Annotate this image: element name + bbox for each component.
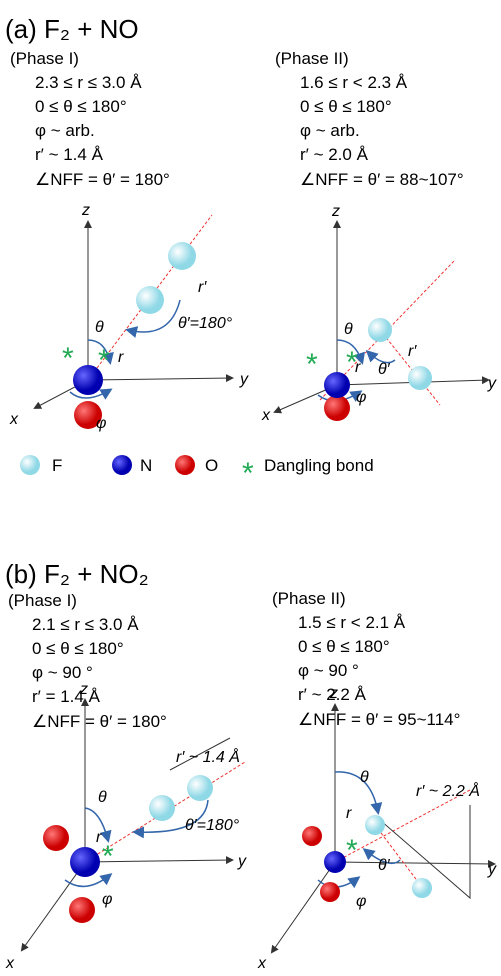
distance-label: r′ ~ 2.2 Å xyxy=(416,781,480,800)
figure: (a) F₂ + NO (Phase I) 2.3 ≤ r ≤ 3.0 Å 0 … xyxy=(0,0,501,976)
phase-line: ∠NFF = θ′ = 180° xyxy=(32,712,167,731)
legend: F N O * Dangling bond xyxy=(20,455,374,490)
angle-label: θ xyxy=(98,789,107,806)
n-atom xyxy=(324,851,346,873)
axis-label: z xyxy=(331,203,340,220)
distance-label: r xyxy=(118,349,124,366)
axis-label: y xyxy=(487,375,497,392)
distance-label: r′ xyxy=(198,279,207,296)
f-atom xyxy=(408,366,432,390)
f-atom xyxy=(136,286,164,314)
angle-label: φ xyxy=(356,893,366,910)
legend-swatch: * xyxy=(242,457,254,490)
phase-line: 0 ≤ θ ≤ 180° xyxy=(35,97,127,116)
f-atom xyxy=(187,775,213,801)
angle-arc xyxy=(335,772,378,812)
legend-label: Dangling bond xyxy=(264,456,374,475)
f-atom xyxy=(412,878,432,898)
phase-line: ∠NFF = θ′ = 180° xyxy=(35,170,170,189)
axis xyxy=(272,862,335,952)
legend-label: F xyxy=(52,456,62,475)
dangling-bond: * xyxy=(306,348,318,381)
axis xyxy=(88,378,232,380)
phase-line: r′ ~ 2.0 Å xyxy=(300,145,369,164)
o-atom xyxy=(302,826,322,846)
f-atom xyxy=(149,795,175,821)
legend-swatch xyxy=(20,455,40,475)
legend-swatch xyxy=(175,455,195,475)
angle-label: θ xyxy=(344,321,353,338)
diagram: * * z y x θ r r′ θ′ φ xyxy=(261,203,497,424)
axis-label: x xyxy=(257,955,267,972)
dangling-bond: * xyxy=(102,840,114,873)
distance-label: r xyxy=(355,359,361,376)
o-atom xyxy=(320,882,340,902)
phase-line: 2.1 ≤ r ≤ 3.0 Å xyxy=(32,615,139,634)
phase-line: 0 ≤ θ ≤ 180° xyxy=(300,97,392,116)
distance-label: r xyxy=(346,805,352,822)
f-atom xyxy=(168,242,196,270)
dangling-bond: * xyxy=(98,344,110,377)
angle-label: θ′=180° xyxy=(178,315,233,332)
axis-label: x xyxy=(9,411,19,428)
axis-label: z xyxy=(329,685,338,702)
f-atom xyxy=(368,318,392,342)
legend-swatch xyxy=(112,455,132,475)
phase-line: φ ~ arb. xyxy=(300,121,360,140)
axis-label: y xyxy=(237,853,247,870)
angle-label: θ′=180° xyxy=(185,817,240,834)
phase-line: r′ = 1.4 Å xyxy=(32,687,101,706)
phase-line: 2.3 ≤ r ≤ 3.0 Å xyxy=(35,73,142,92)
axis-label: x xyxy=(261,407,271,424)
axis-label: y xyxy=(239,371,249,388)
dangling-bond: * xyxy=(62,342,74,375)
distance-label: r xyxy=(96,829,102,846)
axis-label: z xyxy=(81,202,90,219)
angle-label: φ xyxy=(356,389,366,406)
angle-label: θ xyxy=(95,319,104,336)
f-atom xyxy=(365,815,385,835)
angle-label: φ xyxy=(96,415,106,432)
phase-line: 0 ≤ θ ≤ 180° xyxy=(298,637,390,656)
distance-label: r′ ~ 1.4 Å xyxy=(176,747,240,766)
axis-label: x xyxy=(5,955,15,972)
o-atom xyxy=(324,395,350,421)
phase-heading: (Phase I) xyxy=(10,49,79,68)
phase-line: ∠NFF = θ′ = 95~114° xyxy=(298,710,460,729)
phase-line: 1.5 ≤ r < 2.1 Å xyxy=(298,613,406,632)
axis-label: z xyxy=(79,681,88,698)
diagram: * * z y x θ r r′ θ′=180° φ xyxy=(9,202,249,432)
dangling-bond: * xyxy=(346,834,358,867)
phase-line: φ ~ 90 ° xyxy=(298,661,359,680)
angle-label: θ xyxy=(360,769,369,786)
panel-title: (a) F₂ + NO xyxy=(5,14,139,44)
legend-label: O xyxy=(205,456,218,475)
phase-heading: (Phase II) xyxy=(275,49,349,68)
phase-line: φ ~ arb. xyxy=(35,121,95,140)
angle-label: θ′ xyxy=(378,857,391,874)
phase-line: r′ ~ 1.4 Å xyxy=(35,145,104,164)
panel-title: (b) F₂ + NO₂ xyxy=(5,559,149,589)
legend-label: N xyxy=(140,456,152,475)
phase-line: φ ~ 90 ° xyxy=(32,663,93,682)
n-atom xyxy=(70,847,100,877)
o-atom xyxy=(43,825,69,851)
o-atom xyxy=(69,897,95,923)
axis-label: y xyxy=(487,861,497,878)
distance-label: r′ xyxy=(408,343,417,360)
angle-label: φ xyxy=(102,891,112,908)
phase-line: ∠NFF = θ′ = 88~107° xyxy=(300,170,464,189)
phase-heading: (Phase I) xyxy=(8,591,77,610)
phase-heading: (Phase II) xyxy=(272,589,346,608)
phase-line: 1.6 ≤ r < 2.3 Å xyxy=(300,73,408,92)
phase-line: 0 ≤ θ ≤ 180° xyxy=(32,639,124,658)
angle-label: θ′ xyxy=(378,361,391,378)
